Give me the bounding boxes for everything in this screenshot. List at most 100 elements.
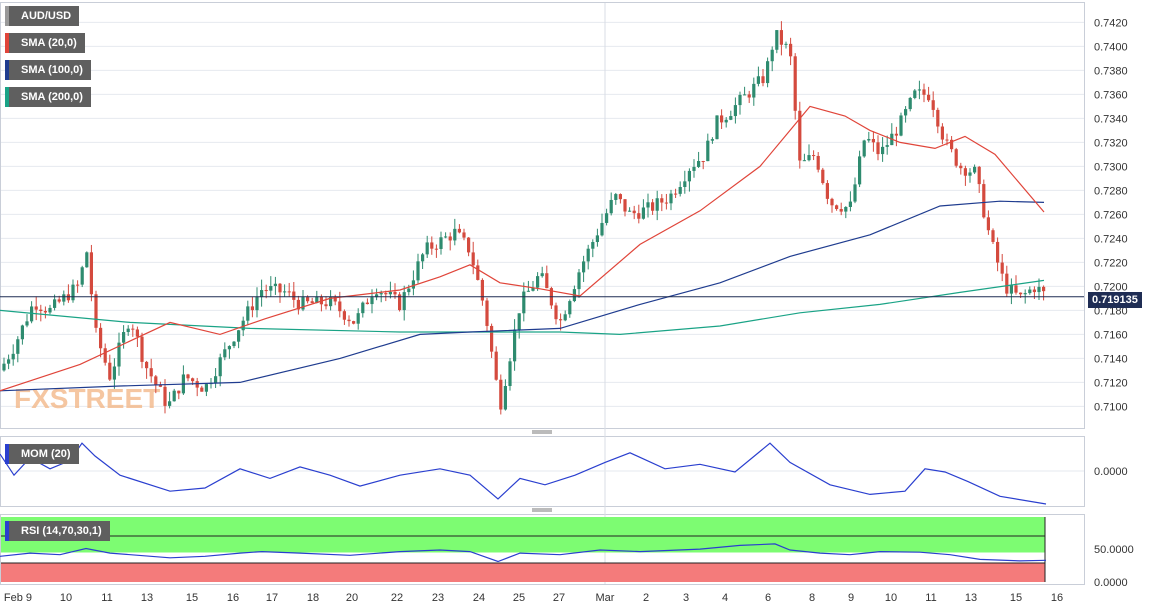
- bullish-candle: [379, 293, 383, 295]
- bearish-candle: [927, 94, 931, 101]
- rsi-tick-label: 50.0000: [1094, 544, 1134, 556]
- bearish-candle: [264, 290, 268, 292]
- bullish-candle: [853, 184, 857, 202]
- bullish-candle: [214, 376, 218, 384]
- x-axis-label: Mar: [596, 592, 615, 604]
- bullish-candle: [655, 198, 659, 211]
- symbol-label[interactable]: AUD/USD: [5, 6, 80, 26]
- price-tick-label: 0.7420: [1094, 17, 1128, 29]
- bullish-candle: [122, 332, 126, 343]
- bearish-candle: [66, 294, 70, 301]
- bearish-candle: [39, 309, 43, 312]
- sma20-label[interactable]: SMA (20,0): [5, 33, 85, 53]
- bearish-candle: [145, 361, 149, 369]
- bearish-candle: [720, 115, 724, 123]
- bullish-candle: [218, 357, 222, 377]
- bearish-candle: [959, 165, 963, 169]
- bullish-candle: [204, 384, 208, 392]
- rsi-oversold-band: [1, 563, 1045, 582]
- price-tick-label: 0.7180: [1094, 305, 1128, 317]
- bullish-candle: [724, 119, 728, 123]
- rsi-label[interactable]: RSI (14,70,30,1): [5, 521, 110, 541]
- bearish-candle: [462, 232, 466, 238]
- bullish-candle: [678, 186, 682, 194]
- bearish-candle: [333, 296, 337, 302]
- price-tick-label: 0.7220: [1094, 257, 1128, 269]
- bullish-candle: [706, 140, 710, 162]
- bearish-candle: [1014, 285, 1018, 293]
- x-axis-label: 16: [227, 592, 239, 604]
- bearish-candle: [99, 327, 103, 349]
- bullish-candle: [416, 261, 420, 281]
- bullish-candle: [246, 306, 250, 321]
- bullish-candle: [591, 242, 595, 249]
- bullish-candle: [172, 390, 176, 402]
- bullish-candle: [421, 254, 425, 262]
- mom-label[interactable]: MOM (20): [5, 444, 79, 464]
- bullish-candle: [563, 314, 567, 321]
- bearish-candle: [324, 304, 328, 307]
- bearish-candle: [480, 279, 484, 301]
- bullish-candle: [802, 160, 806, 162]
- bearish-candle: [338, 301, 342, 312]
- x-axis-label: 2: [643, 592, 649, 604]
- bullish-candle: [16, 339, 20, 354]
- bullish-candle: [7, 359, 11, 364]
- bullish-candle: [577, 272, 581, 290]
- bullish-candle: [600, 222, 604, 236]
- bearish-candle: [986, 217, 990, 231]
- bearish-candle: [494, 351, 498, 380]
- bearish-candle: [163, 386, 167, 406]
- bullish-candle: [361, 302, 365, 314]
- price-tick-label: 0.7340: [1094, 113, 1128, 125]
- bullish-candle: [683, 181, 687, 187]
- bullish-candle: [375, 294, 379, 298]
- bearish-candle: [623, 199, 627, 212]
- price-tick-label: 0.7380: [1094, 65, 1128, 77]
- bearish-candle: [954, 149, 958, 166]
- bullish-candle: [85, 252, 89, 268]
- bullish-candle: [729, 116, 733, 120]
- x-axis-label: 15: [186, 592, 198, 604]
- bearish-candle: [287, 291, 291, 293]
- bullish-candle: [2, 363, 6, 371]
- bullish-candle: [913, 90, 917, 98]
- bullish-candle: [540, 273, 544, 277]
- bullish-candle: [513, 329, 517, 362]
- bullish-candle: [531, 287, 535, 291]
- bearish-candle: [158, 384, 162, 387]
- bullish-candle: [241, 320, 245, 331]
- bullish-candle: [710, 139, 714, 141]
- bearish-candle: [545, 273, 549, 289]
- bullish-candle: [20, 325, 24, 340]
- bearish-candle: [559, 319, 563, 321]
- x-axis-label: 20: [346, 592, 358, 604]
- bullish-candle: [1028, 289, 1032, 294]
- bullish-candle: [595, 235, 599, 243]
- price-tick-label: 0.7160: [1094, 329, 1128, 341]
- fxstreet-watermark: FXSTREET: [14, 383, 160, 414]
- x-axis-label: 10: [60, 592, 72, 604]
- bearish-candle: [963, 168, 967, 176]
- bearish-candle: [982, 184, 986, 218]
- bearish-candle: [365, 302, 369, 305]
- bearish-candle: [632, 210, 636, 214]
- bullish-candle: [904, 109, 908, 116]
- bearish-candle: [701, 161, 705, 163]
- x-axis-label: 6: [765, 592, 771, 604]
- bearish-candle: [660, 198, 664, 203]
- bullish-candle: [517, 313, 521, 330]
- bearish-candle: [664, 202, 668, 204]
- bearish-candle: [945, 139, 949, 141]
- rsi-overbought-band: [1, 517, 1045, 553]
- sma100-label[interactable]: SMA (100,0): [5, 60, 91, 80]
- bearish-candle: [43, 311, 47, 313]
- x-axis-label: 17: [266, 592, 278, 604]
- bearish-candle: [476, 265, 480, 280]
- bullish-candle: [1009, 285, 1013, 294]
- bearish-candle: [825, 183, 829, 199]
- bearish-candle: [812, 155, 816, 157]
- bullish-candle: [1037, 286, 1041, 293]
- sma200-label[interactable]: SMA (200,0): [5, 87, 91, 107]
